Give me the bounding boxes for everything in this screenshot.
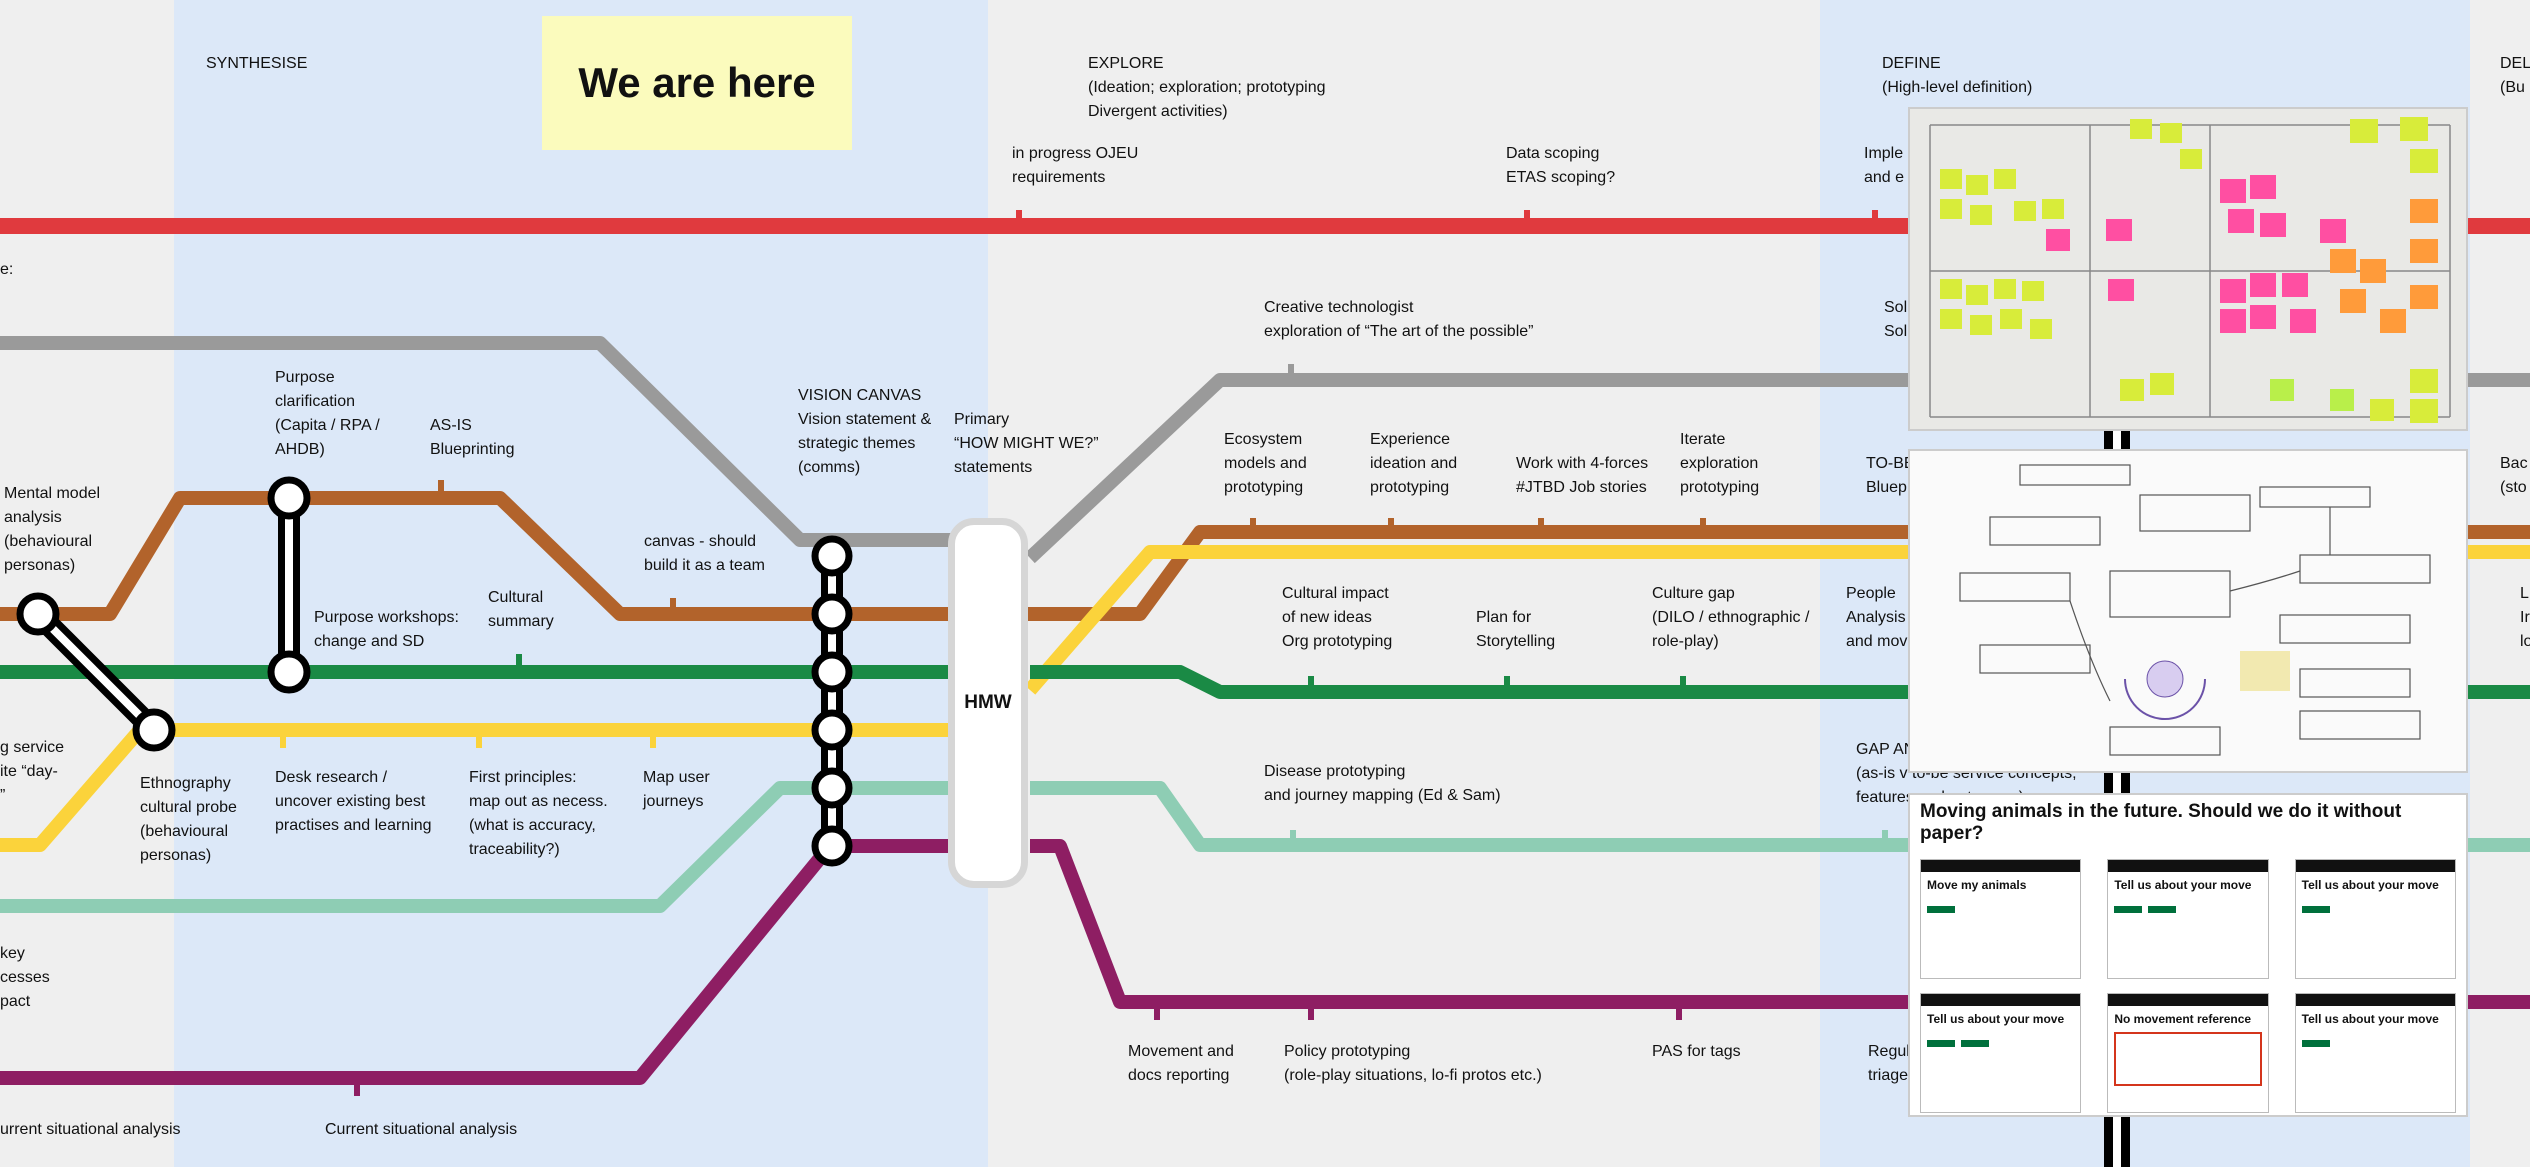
label-purpose-workshops: Purpose workshops: change and SD [314,609,459,650]
screen-heading: Tell us about your move [2301,878,2439,892]
label-pas: PAS for tags [1652,1043,1741,1060]
hmw-station: HMW [948,518,1028,888]
tick [1290,830,1296,842]
label-mental-model: Mental model analysis (behavioural perso… [4,485,101,574]
tick [1388,518,1394,530]
tick [354,1084,360,1096]
tick [1680,676,1686,688]
sticky-notes-image [1910,109,2466,429]
label-iterate: Iterate exploration prototyping [1680,431,1760,496]
label-current-left: urrent situational analysis [0,1121,181,1138]
tick [1700,518,1706,530]
screen-card: Tell us about your move [1920,993,2082,1113]
tick [670,598,676,610]
tick [1016,210,1022,224]
tick [516,654,522,666]
screen-heading: Tell us about your move [2114,878,2252,892]
screen-card: Tell us about your move [2294,859,2456,979]
tick [438,480,444,492]
label-plan-story: Plan for Storytelling [1476,609,1556,650]
label-cultural-summary: Cultural summary [488,589,554,630]
tick [1538,518,1544,530]
tick [1308,676,1314,688]
prototype-screens: Moving animals in the future. Should we … [1908,793,2468,1117]
tick [1676,1008,1682,1020]
prototype-title: Moving animals in the future. Should we … [1920,801,2402,844]
label-experience: Experience ideation and prototyping [1370,431,1458,496]
screen-card: Tell us about your move [2294,993,2456,1113]
line-green [0,665,2530,699]
sketch-diagram-photo [1908,449,2468,773]
tick [1250,518,1256,530]
phase-deliver: DEL (Bu [2500,55,2530,96]
label-disease: Disease prototyping and journey mapping … [1264,763,1501,804]
label-e-colon: e: [0,261,14,278]
tick [476,736,482,748]
label-policy: Policy prototyping (role-play situations… [1284,1043,1542,1084]
phase-synthesise: SYNTHESISE [206,55,308,72]
label-four-forces: Work with 4-forces #JTBD Job stories [1516,455,1649,496]
band-deliver [2470,0,2530,1167]
we-are-here-banner: We are here [542,16,852,150]
tick [280,736,286,748]
sketch-image [1910,451,2466,771]
phase-define: DEFINE (High-level definition) [1882,55,2033,96]
phase-explore: EXPLORE (Ideation; exploration; prototyp… [1088,55,1326,120]
screen-heading: No movement reference [2114,1012,2252,1026]
interchange-mental [16,592,176,752]
label-g-service: g service ite “day- ” [0,739,65,804]
label-data-scoping: Data scoping ETAS scoping? [1506,145,1616,186]
tick [650,736,656,748]
screen-card: No movement reference [2107,993,2269,1113]
label-map-journeys: Map user journeys [643,769,710,810]
label-desk-research: Desk research / uncover existing best pr… [275,769,432,834]
interchange-purpose [267,476,311,694]
tick [1308,1008,1314,1020]
label-regul: Regul triage [1868,1043,1910,1084]
screen-card: Move my animals [1920,859,2082,979]
station-ticks [280,210,1888,1096]
tick [1524,210,1530,224]
label-cultural-impact: Cultural impact of new ideas Org prototy… [1282,585,1393,650]
label-people: People Analysis and move [1846,585,1917,650]
label-ethnography: Ethnography cultural probe (behavioural … [140,775,237,864]
tick [1872,210,1878,224]
label-movement-docs: Movement and docs reporting [1128,1043,1234,1084]
label-sol: Sol Sol [1884,299,1908,340]
label-creative-tech: Creative technologist exploration of “Th… [1264,299,1534,340]
label-first-principles: First principles: map out as necess. (wh… [469,769,608,858]
band-left [0,0,174,1167]
tick [1504,676,1510,688]
label-culture-gap: Culture gap (DILO / ethnographic / role-… [1652,585,1810,650]
tick [1882,830,1888,842]
label-primary-hmw: Primary “HOW MIGHT WE?” statements [954,411,1099,476]
label-imple: Imple and e [1864,145,1905,186]
label-l-edge: L Ir lo [2520,585,2530,650]
label-key: key cesses pact [0,945,50,1010]
label-bac: Bac (sto [2500,455,2528,496]
prototype-screen-grid: Move my animals Tell us about your move … [1910,851,2466,1115]
label-tobe: TO-BE Bluep [1866,455,1915,496]
sticky-notes-photo [1908,107,2468,431]
line-purple [0,839,2530,1085]
label-purpose-clarification: Purpose clarification (Capita / RPA / AH… [275,369,380,458]
screen-heading: Move my animals [1927,878,2027,892]
label-vision-canvas: VISION CANVAS Vision statement & strateg… [798,387,932,476]
screen-heading: Tell us about your move [1927,1012,2065,1026]
screen-heading: Tell us about your move [2301,1012,2439,1026]
interchange-vision [811,535,853,867]
line-mint [0,781,2530,913]
label-ojeu: in progress OJEU requirements [1012,145,1139,186]
label-current-mid: Current situational analysis [325,1121,518,1138]
label-asis: AS-IS Blueprinting [430,417,515,458]
label-canvas-team: canvas - should build it as a team [644,533,765,574]
tick [1288,364,1294,378]
tick [1154,1008,1160,1020]
screen-card: Tell us about your move [2107,859,2269,979]
label-ecosystem: Ecosystem models and prototyping [1224,431,1307,496]
